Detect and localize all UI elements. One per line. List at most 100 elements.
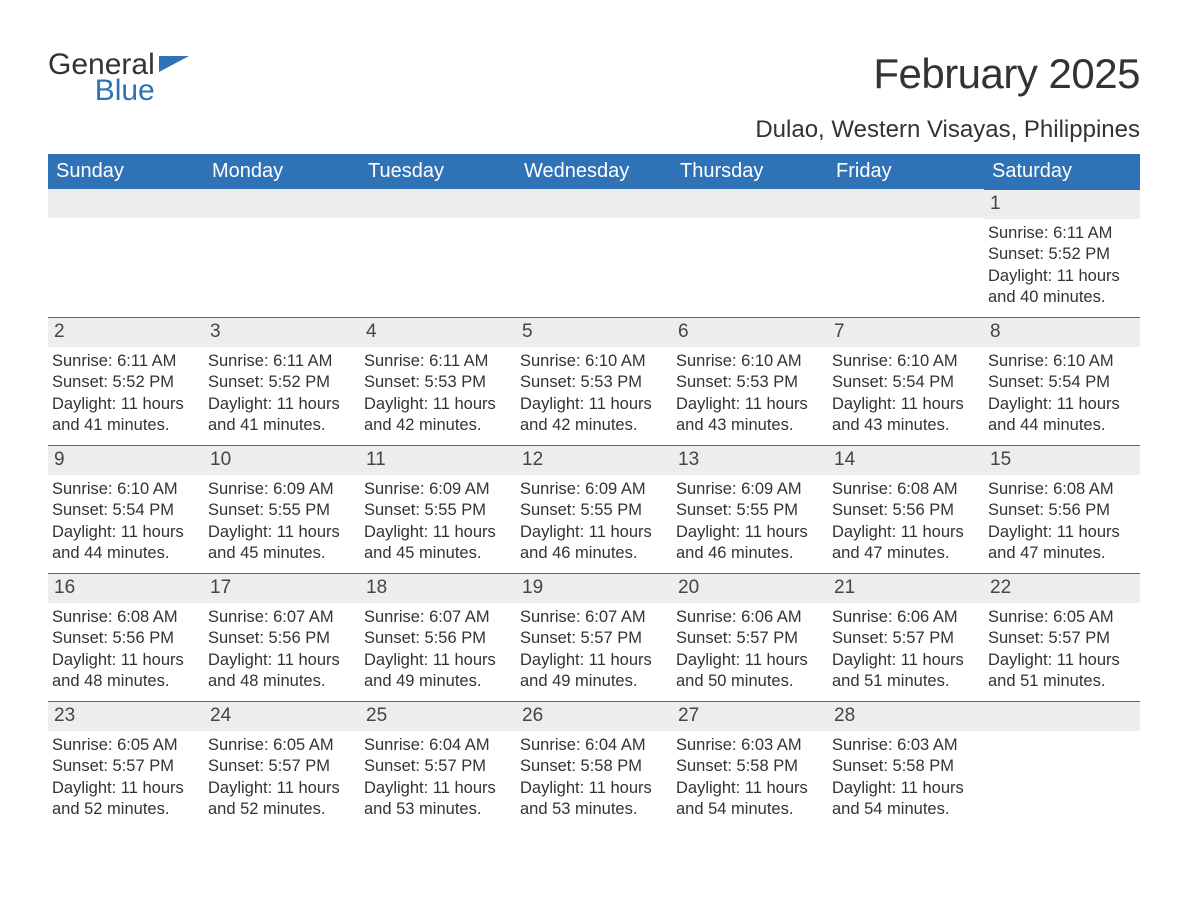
sunset-line: Sunset: 5:56 PM — [988, 500, 1130, 521]
day-number: 10 — [204, 445, 360, 475]
calendar-week: 1Sunrise: 6:11 AMSunset: 5:52 PMDaylight… — [48, 189, 1140, 317]
day-body: Sunrise: 6:10 AMSunset: 5:53 PMDaylight:… — [672, 351, 822, 437]
sunset-line: Sunset: 5:57 PM — [364, 756, 506, 777]
sunset-line: Sunset: 5:54 PM — [52, 500, 194, 521]
day-number: 4 — [360, 317, 516, 347]
calendar-week: 16Sunrise: 6:08 AMSunset: 5:56 PMDayligh… — [48, 573, 1140, 701]
logo-text: General Blue — [48, 50, 155, 106]
day-number: 8 — [984, 317, 1140, 347]
sunset-line: Sunset: 5:55 PM — [520, 500, 662, 521]
day-cell-8: 8Sunrise: 6:10 AMSunset: 5:54 PMDaylight… — [984, 317, 1140, 445]
day-body: Sunrise: 6:09 AMSunset: 5:55 PMDaylight:… — [672, 479, 822, 565]
page-title: February 2025 — [755, 50, 1140, 98]
day-cell-17: 17Sunrise: 6:07 AMSunset: 5:56 PMDayligh… — [204, 573, 360, 701]
sunrise-line: Sunrise: 6:07 AM — [520, 607, 662, 628]
dow-monday: Monday — [204, 154, 360, 189]
day-cell-9: 9 Sunrise: 6:10 AMSunset: 5:54 PMDaylight… — [48, 445, 204, 573]
day-number: 18 — [360, 573, 516, 603]
daylight-line: Daylight: 11 hours and 53 minutes. — [364, 778, 506, 821]
sunset-line: Sunset: 5:55 PM — [676, 500, 818, 521]
daylight-line: Daylight: 11 hours and 43 minutes. — [832, 394, 974, 437]
sunset-line: Sunset: 5:53 PM — [676, 372, 818, 393]
day-number: 16 — [48, 573, 204, 603]
day-number: 13 — [672, 445, 828, 475]
dow-saturday: Saturday — [984, 154, 1140, 189]
day-number: 19 — [516, 573, 672, 603]
calendar-week: 9Sunrise: 6:10 AMSunset: 5:54 PMDaylight… — [48, 445, 1140, 573]
sunrise-line: Sunrise: 6:09 AM — [208, 479, 350, 500]
day-cell-18: 18Sunrise: 6:07 AMSunset: 5:56 PMDayligh… — [360, 573, 516, 701]
sunrise-line: Sunrise: 6:05 AM — [988, 607, 1130, 628]
sunrise-line: Sunrise: 6:08 AM — [52, 607, 194, 628]
day-cell-empty — [48, 189, 204, 317]
sunset-line: Sunset: 5:54 PM — [832, 372, 974, 393]
sunset-line: Sunset: 5:52 PM — [208, 372, 350, 393]
day-cell-empty — [516, 189, 672, 317]
day-body: Sunrise: 6:07 AMSunset: 5:56 PMDaylight:… — [204, 607, 354, 693]
sunrise-line: Sunrise: 6:10 AM — [52, 479, 194, 500]
day-cell-25: 25Sunrise: 6:04 AMSunset: 5:57 PMDayligh… — [360, 701, 516, 829]
sunrise-line: Sunrise: 6:04 AM — [364, 735, 506, 756]
calendar: SundayMondayTuesdayWednesdayThursdayFrid… — [48, 154, 1140, 829]
title-block: February 2025 Dulao, Western Visayas, Ph… — [755, 50, 1140, 144]
header: General Blue February 2025 Dulao, Wester… — [48, 50, 1140, 144]
sunset-line: Sunset: 5:57 PM — [208, 756, 350, 777]
day-body: Sunrise: 6:06 AMSunset: 5:57 PMDaylight:… — [828, 607, 978, 693]
day-number: 23 — [48, 701, 204, 731]
day-body: Sunrise: 6:08 AMSunset: 5:56 PMDaylight:… — [828, 479, 978, 565]
daylight-line: Daylight: 11 hours and 41 minutes. — [52, 394, 194, 437]
sunset-line: Sunset: 5:57 PM — [520, 628, 662, 649]
day-body: Sunrise: 6:05 AMSunset: 5:57 PMDaylight:… — [984, 607, 1134, 693]
daylight-line: Daylight: 11 hours and 51 minutes. — [988, 650, 1130, 693]
day-number: 15 — [984, 445, 1140, 475]
sunrise-line: Sunrise: 6:09 AM — [520, 479, 662, 500]
sunrise-line: Sunrise: 6:09 AM — [676, 479, 818, 500]
day-cell-10: 10Sunrise: 6:09 AMSunset: 5:55 PMDayligh… — [204, 445, 360, 573]
day-number: 9 — [48, 445, 204, 475]
dow-friday: Friday — [828, 154, 984, 189]
daylight-line: Daylight: 11 hours and 44 minutes. — [52, 522, 194, 565]
daylight-line: Daylight: 11 hours and 44 minutes. — [988, 394, 1130, 437]
day-body: Sunrise: 6:10 AMSunset: 5:54 PMDaylight:… — [48, 479, 198, 565]
day-cell-21: 21Sunrise: 6:06 AMSunset: 5:57 PMDayligh… — [828, 573, 984, 701]
sunrise-line: Sunrise: 6:08 AM — [988, 479, 1130, 500]
day-cell-empty — [984, 701, 1140, 829]
day-cell-20: 20Sunrise: 6:06 AMSunset: 5:57 PMDayligh… — [672, 573, 828, 701]
day-body: Sunrise: 6:08 AMSunset: 5:56 PMDaylight:… — [48, 607, 198, 693]
day-cell-empty — [204, 189, 360, 317]
day-cell-7: 7 Sunrise: 6:10 AMSunset: 5:54 PMDaylight… — [828, 317, 984, 445]
day-body: Sunrise: 6:05 AMSunset: 5:57 PMDaylight:… — [48, 735, 198, 821]
flag-icon — [159, 56, 189, 83]
day-cell-5: 5Sunrise: 6:10 AMSunset: 5:53 PMDaylight… — [516, 317, 672, 445]
logo-blue-text: Blue — [95, 76, 155, 106]
day-number: 11 — [360, 445, 516, 475]
day-body: Sunrise: 6:06 AMSunset: 5:57 PMDaylight:… — [672, 607, 822, 693]
sunset-line: Sunset: 5:52 PM — [52, 372, 194, 393]
day-number: 28 — [828, 701, 984, 731]
sunrise-line: Sunrise: 6:10 AM — [988, 351, 1130, 372]
day-number — [204, 189, 360, 218]
sunrise-line: Sunrise: 6:06 AM — [832, 607, 974, 628]
day-body: Sunrise: 6:11 AMSunset: 5:52 PMDaylight:… — [204, 351, 354, 437]
day-number: 1 — [984, 189, 1140, 219]
day-body: Sunrise: 6:10 AMSunset: 5:54 PMDaylight:… — [828, 351, 978, 437]
daylight-line: Daylight: 11 hours and 48 minutes. — [208, 650, 350, 693]
day-number: 5 — [516, 317, 672, 347]
day-number: 7 — [828, 317, 984, 347]
day-cell-14: 14Sunrise: 6:08 AMSunset: 5:56 PMDayligh… — [828, 445, 984, 573]
sunrise-line: Sunrise: 6:10 AM — [832, 351, 974, 372]
day-cell-26: 26Sunrise: 6:04 AMSunset: 5:58 PMDayligh… — [516, 701, 672, 829]
day-body: Sunrise: 6:09 AMSunset: 5:55 PMDaylight:… — [516, 479, 666, 565]
day-number: 26 — [516, 701, 672, 731]
dow-thursday: Thursday — [672, 154, 828, 189]
day-cell-28: 28Sunrise: 6:03 AMSunset: 5:58 PMDayligh… — [828, 701, 984, 829]
calendar-week: 23 Sunrise: 6:05 AMSunset: 5:57 PMDayligh… — [48, 701, 1140, 829]
sunset-line: Sunset: 5:58 PM — [676, 756, 818, 777]
logo: General Blue — [48, 50, 189, 106]
sunrise-line: Sunrise: 6:07 AM — [364, 607, 506, 628]
daylight-line: Daylight: 11 hours and 47 minutes. — [988, 522, 1130, 565]
day-cell-6: 6Sunrise: 6:10 AMSunset: 5:53 PMDaylight… — [672, 317, 828, 445]
sunrise-line: Sunrise: 6:10 AM — [520, 351, 662, 372]
sunset-line: Sunset: 5:56 PM — [364, 628, 506, 649]
day-cell-4: 4Sunrise: 6:11 AMSunset: 5:53 PMDaylight… — [360, 317, 516, 445]
